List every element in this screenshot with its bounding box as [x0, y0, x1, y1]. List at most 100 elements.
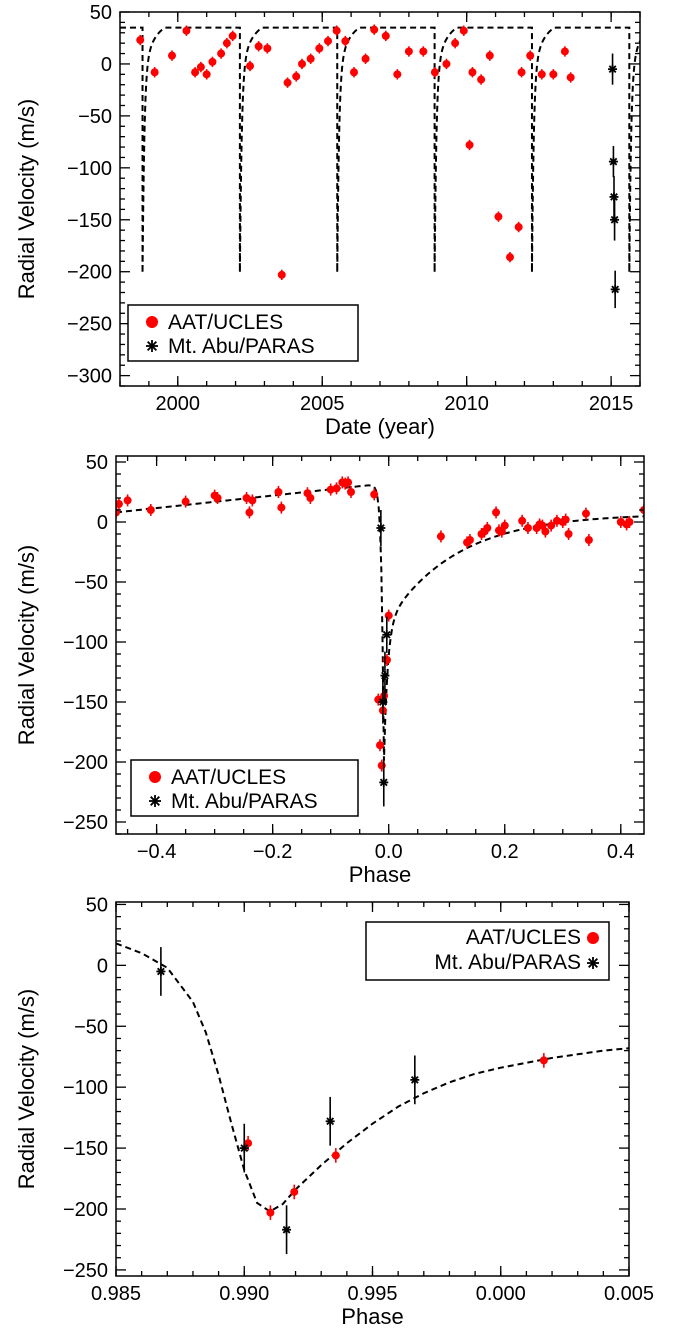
paras-point-3	[325, 1116, 335, 1126]
paras-point-4	[610, 284, 620, 294]
y-tick-label-4: −150	[67, 210, 112, 232]
aat-point-18	[306, 54, 315, 63]
model-curve	[120, 26, 640, 272]
aat-point-32	[451, 39, 460, 48]
aat-point-8	[245, 508, 254, 517]
legend-label-aat: AAT/UCLES	[171, 766, 286, 789]
aat-point-20	[370, 490, 379, 499]
aat-point-10	[274, 488, 283, 496]
x-tick-label-0: 2000	[156, 393, 201, 415]
paras-point-0	[608, 64, 618, 74]
aat-point-11	[246, 62, 254, 71]
aat-point-10	[228, 31, 237, 40]
aat-point-8	[217, 49, 226, 58]
paras-point-0	[156, 966, 166, 976]
model-curve	[116, 942, 629, 1213]
aat-point-49	[581, 509, 590, 518]
panel-bottom: 0.985 0.990 0.995 0.000 0.005 50 0 −50 −100 −150 −…	[14, 894, 654, 1329]
y-tick-label-6: −250	[63, 1260, 108, 1282]
x-tick-label-2: 0.995	[347, 1283, 397, 1305]
aat-point-45	[560, 47, 569, 56]
aat-point-43	[541, 527, 550, 536]
y-axis-label: Radial Velocity (m/s)	[14, 545, 39, 746]
y-tick-label-3: −100	[63, 1077, 108, 1099]
legend-marker-paras	[587, 957, 599, 969]
aat-point-36	[477, 75, 486, 84]
y-tick-label-0: 50	[86, 452, 108, 474]
y-tick-label-3: −100	[67, 158, 112, 180]
legend-marker-paras	[149, 795, 161, 807]
aat-point-5	[196, 63, 205, 72]
aat-point-38	[518, 516, 527, 525]
aat-point-6	[213, 494, 222, 502]
aat-point-40	[514, 223, 523, 232]
x-tick-label-3: 0.000	[476, 1283, 526, 1305]
aat-point-39	[506, 253, 514, 262]
y-tick-label-1: 0	[101, 54, 112, 76]
y-axis-label: Radial Velocity (m/s)	[14, 989, 39, 1190]
x-axis-label: Phase	[341, 1304, 403, 1329]
aat-point-13	[306, 494, 315, 502]
aat-point-38	[494, 212, 503, 221]
legend-label-paras: Mt. Abu/PARAS	[434, 951, 581, 974]
data-points	[136, 24, 620, 309]
x-tick-label-3: 2015	[589, 393, 634, 415]
aat-point-27	[384, 611, 393, 620]
aat-point-3	[182, 26, 191, 35]
aat-point-4	[181, 497, 190, 506]
aat-point-14	[277, 270, 286, 279]
legend-label-paras: Mt. Abu/PARAS	[171, 790, 318, 813]
aat-point-29	[419, 47, 428, 56]
aat-point-44	[547, 521, 556, 530]
paras-point-3	[610, 215, 620, 225]
paras-point-3	[380, 671, 390, 681]
y-tick-label-0: 50	[90, 2, 112, 24]
paras-point-4	[410, 1075, 420, 1085]
model-curve-group	[116, 942, 629, 1213]
aat-point-24	[361, 54, 370, 63]
y-tick-label-4: −150	[63, 692, 108, 714]
aat-point-37	[485, 51, 494, 60]
legend-label-paras: Mt. Abu/PARAS	[168, 335, 315, 358]
aat-point-53	[625, 518, 634, 526]
x-tick-label-0: −0.4	[137, 841, 176, 863]
ticks	[119, 11, 641, 387]
x-tick-label-1: 0.990	[219, 1283, 269, 1305]
x-tick-label-0: 0.985	[91, 1283, 141, 1305]
aat-point-33	[483, 524, 492, 532]
y-tick-label-0: 50	[86, 894, 108, 916]
x-tick-label-4: 0.005	[604, 1283, 654, 1305]
aat-point-41	[517, 68, 526, 77]
aat-point-4	[191, 68, 200, 77]
aat-point-39	[523, 524, 532, 532]
aat-point-50	[584, 536, 593, 544]
legend-box	[130, 759, 359, 817]
legend-marker-aat	[587, 932, 599, 944]
y-tick-label-1: 0	[97, 955, 108, 977]
aat-point-3	[146, 506, 155, 514]
x-tick-label-3: 0.2	[491, 841, 519, 863]
aat-point-19	[315, 44, 324, 53]
y-tick-label-5: −200	[67, 262, 112, 284]
aat-point-2	[123, 496, 132, 505]
aat-point-4	[539, 1056, 548, 1065]
aat-point-34	[492, 508, 501, 517]
aat-point-42	[538, 521, 547, 530]
aat-point-34	[465, 140, 474, 149]
aat-point-28	[436, 532, 445, 541]
aat-point-15	[332, 484, 341, 493]
legend-label-aat: AAT/UCLES	[168, 311, 283, 334]
legend-marker-aat	[146, 316, 158, 328]
y-tick-label-2: −50	[74, 572, 108, 594]
aat-point-6	[202, 70, 211, 79]
aat-point-43	[537, 70, 546, 79]
y-tick-label-5: −200	[63, 752, 108, 774]
legend-marker-aat	[149, 771, 161, 783]
aat-point-42	[526, 51, 535, 60]
paras-point-1	[608, 157, 618, 167]
paras-point-0	[376, 523, 386, 533]
legend-marker-paras	[146, 340, 158, 352]
aat-point-23	[350, 68, 358, 77]
aat-point-33	[459, 26, 468, 35]
